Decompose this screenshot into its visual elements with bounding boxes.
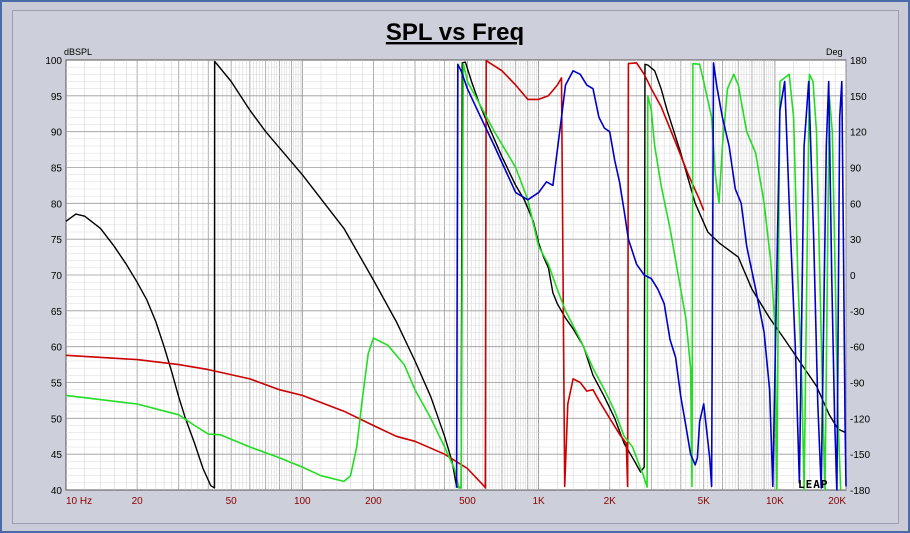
y-tick-label-left: 100 (45, 56, 62, 67)
chart-title: SPL vs Freq (386, 19, 524, 46)
y-tick-label-left: 80 (51, 199, 63, 210)
x-tick-label: 1K (532, 496, 545, 507)
series-line-1 (65, 60, 847, 489)
y-tick-label-right: -90 (850, 379, 865, 390)
y-tick-label-right: 0 (850, 271, 856, 282)
y-tick-label-right: -30 (850, 307, 865, 318)
x-tick-label: 2K (604, 496, 617, 507)
axes: 40 45 50 55 60 65 70 75 80 85 90 95 100 -180 -150 -120 -… (45, 56, 870, 507)
y-axis-left-unit: dBSPL (64, 47, 92, 57)
series-line-3 (65, 62, 842, 491)
y-tick-label-left: 75 (51, 235, 63, 246)
y-tick-label-left: 50 (51, 414, 63, 425)
y-tick-label-right: 150 (850, 92, 867, 103)
y-tick-label-right: -120 (850, 414, 870, 425)
y-tick-label-right: 180 (850, 56, 867, 67)
x-tick-label: 100 (294, 496, 311, 507)
grid (66, 60, 847, 490)
y-tick-label-left: 60 (51, 343, 63, 354)
leap-watermark: LEAP (798, 478, 829, 491)
y-tick-label-left: 55 (51, 379, 63, 390)
x-tick-label: 50 (226, 496, 238, 507)
y-tick-label-right: 60 (850, 199, 862, 210)
x-tick-label: 200 (365, 496, 382, 507)
y-tick-label-left: 65 (51, 307, 63, 318)
x-tick-label: 10 Hz (66, 496, 92, 507)
y-tick-label-right: -180 (850, 486, 870, 497)
y-tick-label-left: 70 (51, 271, 63, 282)
y-tick-label-right: -60 (850, 343, 865, 354)
y-axis-right-unit: Deg (826, 47, 843, 57)
series-layer (65, 59, 847, 491)
y-tick-label-right: 120 (850, 128, 867, 139)
y-tick-label-right: -150 (850, 450, 870, 461)
y-tick-label-left: 45 (51, 450, 63, 461)
x-tick-label: 20 (132, 496, 144, 507)
y-tick-label-left: 95 (51, 92, 63, 103)
x-tick-label: 5K (698, 496, 711, 507)
y-tick-label-right: 90 (850, 164, 862, 175)
series-line-2 (65, 59, 705, 489)
x-tick-label: 500 (459, 496, 476, 507)
series-line-4 (455, 62, 847, 491)
x-tick-label: 20K (828, 496, 846, 507)
x-tick-label: 10K (766, 496, 784, 507)
y-tick-label-left: 90 (51, 128, 63, 139)
y-tick-label-left: 40 (51, 486, 63, 497)
y-tick-label-right: 30 (850, 235, 862, 246)
y-tick-label-left: 85 (51, 164, 63, 175)
